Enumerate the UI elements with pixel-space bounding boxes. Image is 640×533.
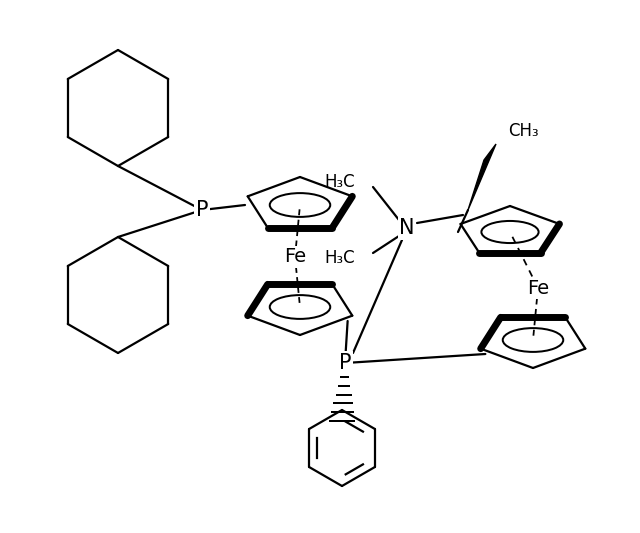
Polygon shape (468, 144, 496, 210)
Text: Fe: Fe (527, 279, 549, 297)
Text: P: P (339, 353, 351, 373)
Text: P: P (196, 200, 208, 220)
Text: H₃C: H₃C (324, 173, 355, 191)
Text: H₃C: H₃C (324, 249, 355, 267)
Text: Fe: Fe (284, 247, 306, 266)
Text: CH₃: CH₃ (508, 122, 539, 140)
Text: N: N (399, 218, 415, 238)
